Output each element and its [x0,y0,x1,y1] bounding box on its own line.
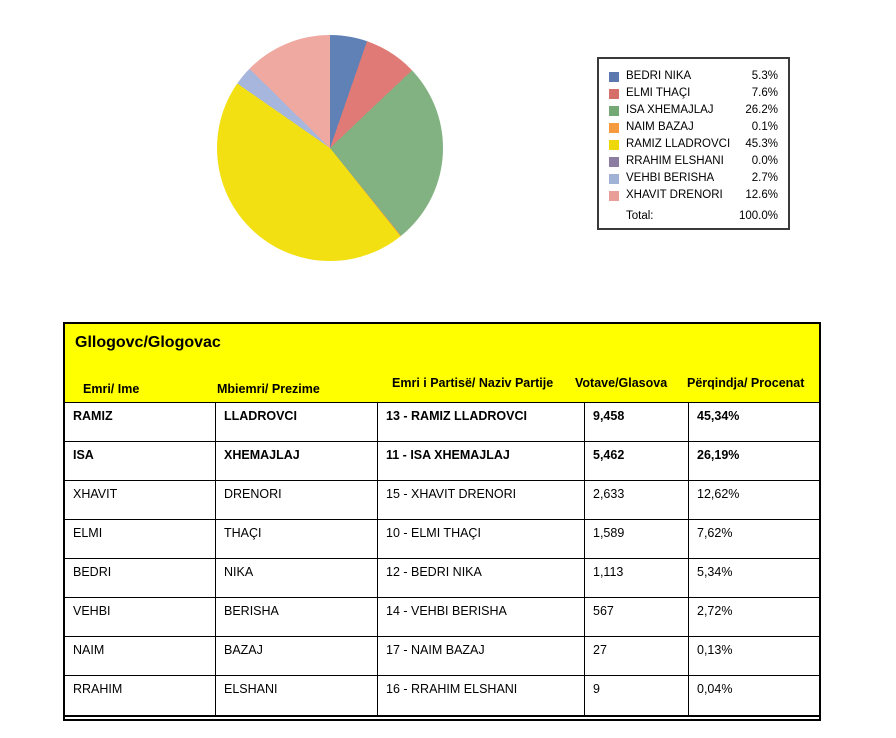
legend-color-swatch [609,122,619,133]
legend-entry: ELMI THAÇI 7.6% [609,85,778,102]
legend-percentage: 2.7% [751,172,778,184]
legend-entry: BEDRI NIKA 5.3% [609,68,778,85]
cell-percentage: 26,19% [697,448,740,462]
column-header: Mbiemri/ Prezime [217,382,320,396]
cell-first-name: RAMIZ [65,403,216,441]
table-row: ELMI THAÇI 10 - ELMI THAÇI 1,589 7,62% [65,520,819,559]
legend-entry: VEHBI BERISHA 2.7% [609,170,778,187]
cell-votes: 567 [585,598,689,636]
cell-last-name: XHEMAJLAJ [216,442,378,480]
cell-votes: 9 [585,676,689,715]
legend-entry: NAIM BAZAJ 0.1% [609,119,778,136]
column-header: Emri/ Ime [83,382,140,396]
legend-entry: XHAVIT DRENORI 12.6% [609,187,778,204]
legend-entry: ISA XHEMAJLAJ 26.2% [609,102,778,119]
legend-percentage: 0.1% [751,121,778,133]
legend-percentage: 5.3% [751,70,778,82]
legend-percentage: 12.6% [745,189,778,201]
legend-label: XHAVIT DRENORI [626,189,723,201]
table-row: NAIM BAZAJ 17 - NAIM BAZAJ 27 0,13% [65,637,819,676]
legend-label: RAMIZ LLADROVCI [626,138,731,150]
cell-votes: 2,633 [585,481,689,519]
cell-votes: 9,458 [585,403,689,441]
table-bottom-border [63,715,821,721]
legend-percentage: 26.2% [745,104,778,116]
legend-color-swatch [609,105,619,116]
legend-percentage: 45.3% [745,138,778,150]
legend-percentage: 0.0% [751,155,778,167]
cell-first-name: VEHBI [65,598,216,636]
legend-percentage: 7.6% [751,87,778,99]
cell-votes: 1,589 [585,520,689,558]
cell-first-name: ELMI [65,520,216,558]
legend-label: ISA XHEMAJLAJ [626,104,714,116]
cell-first-name: RRAHIM [65,676,216,715]
legend-entry: RAMIZ LLADROVCI 45.3% [609,136,778,153]
cell-last-name: BERISHA [216,598,378,636]
table-header: Gllogovc/Glogovac Emri/ Ime Mbiemri/ Pre… [65,324,819,403]
legend-color-swatch [609,139,619,150]
column-header: Emri i Partisë/ Naziv Partije [392,376,554,390]
cell-percentage: 12,62% [697,487,740,501]
table-row: ISA XHEMAJLAJ 11 - ISA XHEMAJLAJ 5,462 2… [65,442,819,481]
cell-last-name: ELSHANI [216,676,378,715]
table-row: VEHBI BERISHA 14 - VEHBI BERISHA 567 2,7… [65,598,819,637]
pie-chart [217,35,443,261]
cell-last-name: THAÇI [216,520,378,558]
cell-votes: 1,113 [585,559,689,597]
legend-color-swatch [609,190,619,201]
cell-votes: 27 [585,637,689,675]
cell-party: 13 - RAMIZ LLADROVCI [378,403,585,441]
cell-votes: 5,462 [585,442,689,480]
legend-color-swatch [609,173,619,184]
results-table: Gllogovc/Glogovac Emri/ Ime Mbiemri/ Pre… [63,322,821,721]
cell-party: 12 - BEDRI NIKA [378,559,585,597]
table-row: RAMIZ LLADROVCI 13 - RAMIZ LLADROVCI 9,4… [65,403,819,442]
table-body: RAMIZ LLADROVCI 13 - RAMIZ LLADROVCI 9,4… [65,403,819,715]
chart-legend: BEDRI NIKA 5.3% ELMI THAÇI 7.6% ISA XHEM… [597,57,790,230]
legend-label: BEDRI NIKA [626,70,692,82]
table-row: RRAHIM ELSHANI 16 - RRAHIM ELSHANI 9 0,0… [65,676,819,715]
cell-percentage: 7,62% [697,526,733,540]
legend-label: NAIM BAZAJ [626,121,694,133]
legend-total-row: Total: 100.0% [609,208,778,225]
cell-party: 10 - ELMI THAÇI [378,520,585,558]
table-title: Gllogovc/Glogovac [75,334,221,351]
cell-first-name: BEDRI [65,559,216,597]
cell-first-name: ISA [65,442,216,480]
cell-percentage: 45,34% [697,409,740,423]
legend-total-label: Total: [626,210,654,222]
legend-label: ELMI THAÇI [626,87,691,99]
legend-label: VEHBI BERISHA [626,172,715,184]
legend-label: RRAHIM ELSHANI [626,155,724,167]
cell-percentage: 0,13% [697,643,733,657]
cell-percentage: 5,34% [697,565,733,579]
cell-last-name: LLADROVCI [216,403,378,441]
cell-party: 14 - VEHBI BERISHA [378,598,585,636]
table-row: XHAVIT DRENORI 15 - XHAVIT DRENORI 2,633… [65,481,819,520]
legend-color-swatch [609,156,619,167]
cell-first-name: XHAVIT [65,481,216,519]
cell-party: 17 - NAIM BAZAJ [378,637,585,675]
cell-percentage: 2,72% [697,604,733,618]
cell-last-name: DRENORI [216,481,378,519]
table-row: BEDRI NIKA 12 - BEDRI NIKA 1,113 5,34% [65,559,819,598]
cell-percentage: 0,04% [697,682,733,696]
legend-color-swatch [609,71,619,82]
cell-first-name: NAIM [65,637,216,675]
legend-total-percentage: 100.0% [738,210,778,222]
cell-party: 11 - ISA XHEMAJLAJ [378,442,585,480]
legend-color-swatch [609,88,619,99]
legend-entry: RRAHIM ELSHANI 0.0% [609,153,778,170]
cell-last-name: NIKA [216,559,378,597]
cell-party: 15 - XHAVIT DRENORI [378,481,585,519]
cell-last-name: BAZAJ [216,637,378,675]
column-header: Përqindja/ Procenat [687,376,805,390]
cell-party: 16 - RRAHIM ELSHANI [378,676,585,715]
column-header: Votave/Glasova [575,376,668,390]
